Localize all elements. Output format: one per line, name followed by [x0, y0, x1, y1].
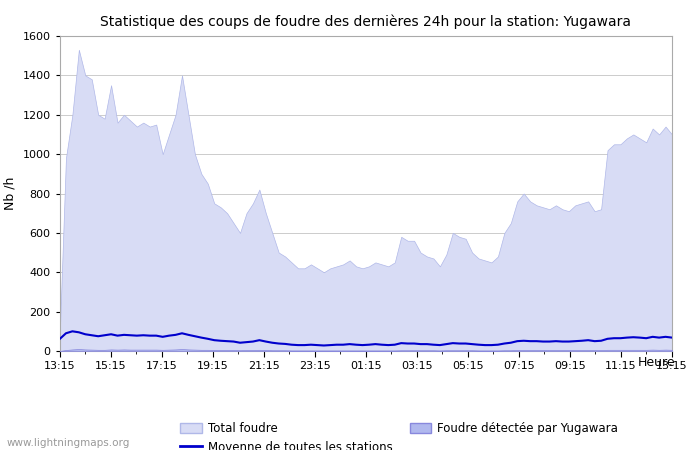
- Title: Statistique des coups de foudre des dernières 24h pour la station: Yugawara: Statistique des coups de foudre des dern…: [100, 15, 631, 29]
- Legend: Total foudre, Moyenne de toutes les stations, Foudre détectée par Yugawara: Total foudre, Moyenne de toutes les stat…: [176, 417, 623, 450]
- Text: www.lightningmaps.org: www.lightningmaps.org: [7, 438, 130, 448]
- Y-axis label: Nb /h: Nb /h: [4, 177, 17, 210]
- Text: Heure: Heure: [638, 356, 676, 369]
